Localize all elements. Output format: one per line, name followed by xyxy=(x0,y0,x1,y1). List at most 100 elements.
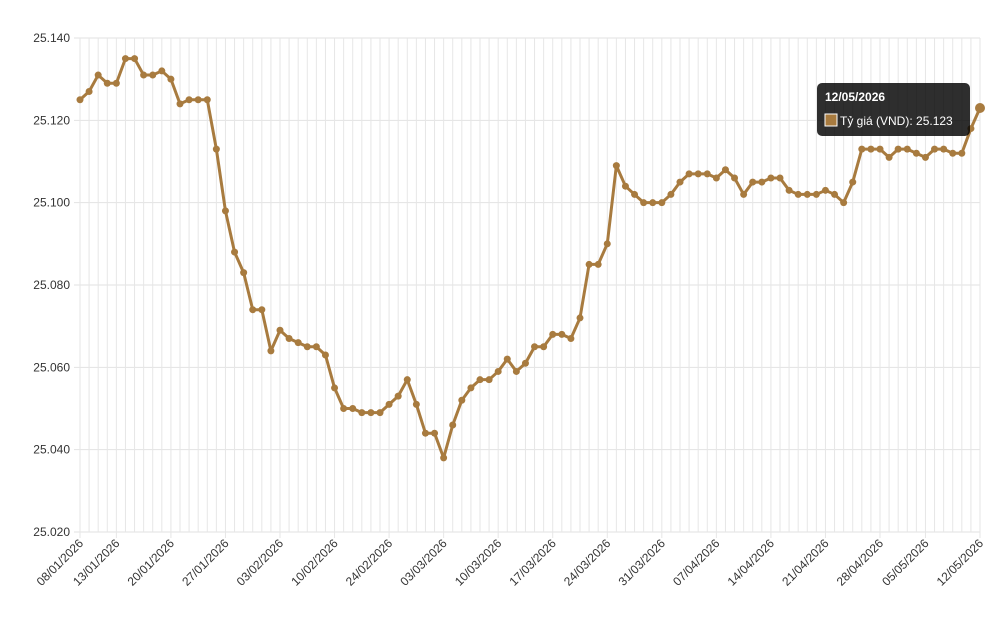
point xyxy=(512,367,520,375)
x-tick-label: 10/03/2026 xyxy=(452,536,505,589)
point xyxy=(667,190,675,198)
point xyxy=(885,153,893,161)
point xyxy=(340,405,348,412)
point xyxy=(412,400,420,408)
point xyxy=(721,166,729,174)
point xyxy=(331,384,339,392)
point xyxy=(158,67,166,75)
point xyxy=(549,330,557,338)
point xyxy=(612,162,620,170)
point xyxy=(149,71,157,79)
point xyxy=(358,409,366,417)
point xyxy=(840,199,848,207)
point xyxy=(312,343,320,351)
point xyxy=(776,174,784,182)
point xyxy=(349,405,357,412)
point xyxy=(503,355,511,363)
point xyxy=(931,145,939,153)
series-line xyxy=(78,57,982,460)
point xyxy=(485,376,493,384)
point xyxy=(303,343,311,351)
point xyxy=(949,149,957,157)
point xyxy=(121,55,129,63)
x-tick-label: 10/02/2026 xyxy=(288,536,341,589)
point xyxy=(694,170,702,178)
point xyxy=(276,326,284,334)
point xyxy=(812,190,820,198)
y-tick-label: 25.140 xyxy=(33,31,70,45)
tooltip-series: Tỷ giá (VND) xyxy=(840,114,909,128)
tooltip-label: Tỷ giá (VND): 25.123 xyxy=(840,114,953,128)
point xyxy=(194,96,202,104)
point xyxy=(749,178,757,186)
point xyxy=(894,145,902,153)
point xyxy=(531,343,539,351)
tooltip-sep: : xyxy=(909,114,916,128)
x-tick-label: 28/04/2026 xyxy=(834,536,887,589)
point xyxy=(376,409,384,417)
point xyxy=(494,367,502,375)
point xyxy=(112,79,120,87)
point xyxy=(221,207,229,215)
point xyxy=(567,335,575,343)
point xyxy=(476,376,484,384)
x-tick-label: 12/05/2026 xyxy=(934,536,987,589)
tooltip-value: 25.123 xyxy=(916,114,953,128)
x-tick-label: 05/05/2026 xyxy=(879,536,932,589)
point xyxy=(176,100,184,108)
point xyxy=(785,186,793,194)
point xyxy=(249,306,257,314)
point xyxy=(658,199,666,207)
point xyxy=(240,269,248,277)
point xyxy=(921,153,929,161)
point xyxy=(912,149,920,157)
point xyxy=(758,178,766,186)
point xyxy=(849,178,857,186)
point xyxy=(131,55,139,63)
point xyxy=(831,190,839,198)
y-tick-label: 25.060 xyxy=(33,360,70,374)
point xyxy=(440,454,448,462)
y-tick-label: 25.020 xyxy=(33,525,70,539)
point xyxy=(403,376,411,384)
point xyxy=(140,71,148,79)
point xyxy=(621,182,629,190)
point xyxy=(767,174,775,182)
point xyxy=(585,260,593,268)
point xyxy=(185,96,193,104)
point xyxy=(231,248,239,256)
x-tick-label: 03/03/2026 xyxy=(397,536,450,589)
point xyxy=(603,240,611,248)
point xyxy=(258,306,266,314)
point xyxy=(421,429,429,437)
x-tick-label: 21/04/2026 xyxy=(779,536,832,589)
point xyxy=(467,384,475,392)
point xyxy=(858,145,866,153)
x-tick-label: 24/02/2026 xyxy=(343,536,396,589)
point xyxy=(640,199,648,207)
x-tick-label: 31/03/2026 xyxy=(616,536,669,589)
point xyxy=(803,190,811,198)
y-tick-label: 25.040 xyxy=(33,443,70,457)
point xyxy=(821,186,829,194)
point xyxy=(794,190,802,198)
point xyxy=(958,149,966,157)
point xyxy=(294,339,302,347)
point xyxy=(212,145,220,153)
y-tick-label: 25.080 xyxy=(33,278,70,292)
point xyxy=(76,96,84,104)
x-tick-label: 20/01/2026 xyxy=(125,536,178,589)
tooltip-title: 12/05/2026 xyxy=(825,90,885,104)
point xyxy=(594,260,602,268)
point xyxy=(903,145,911,153)
point xyxy=(267,347,275,355)
point xyxy=(103,79,111,87)
tooltip-box xyxy=(817,83,970,136)
x-tick-label: 27/01/2026 xyxy=(179,536,232,589)
x-tick-label: 17/03/2026 xyxy=(506,536,559,589)
point xyxy=(367,409,375,417)
point xyxy=(975,102,985,113)
tooltip: 12/05/2026 Tỷ giá (VND): 25.123 xyxy=(817,83,970,136)
point xyxy=(867,145,875,153)
